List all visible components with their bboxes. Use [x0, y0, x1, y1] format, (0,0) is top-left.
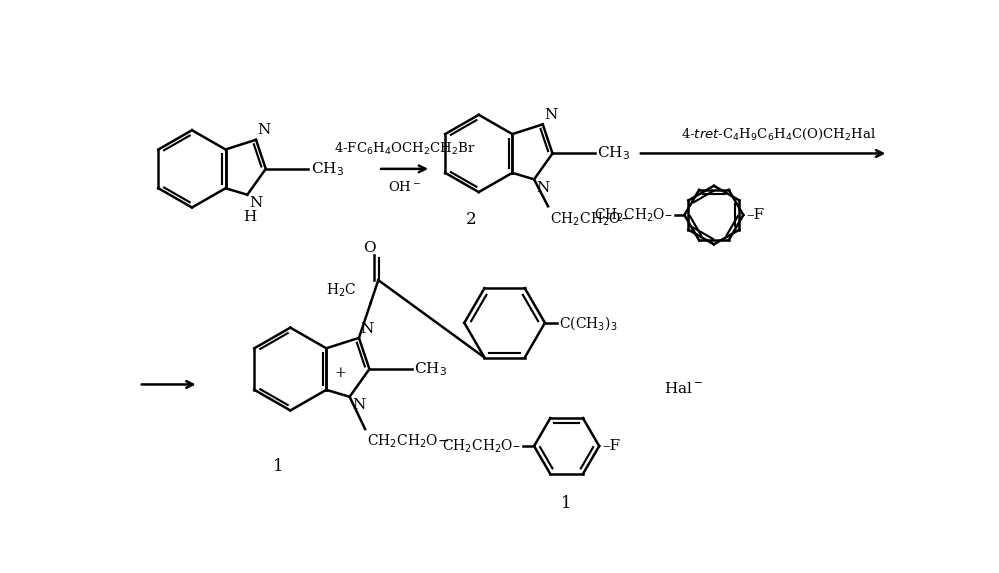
Text: CH$_2$CH$_2$O–: CH$_2$CH$_2$O– — [594, 206, 672, 224]
Text: 1: 1 — [561, 495, 572, 512]
Text: 2: 2 — [466, 211, 477, 228]
Text: N: N — [361, 321, 374, 336]
Text: N: N — [352, 398, 366, 413]
Text: CH$_2$CH$_2$O$-$: CH$_2$CH$_2$O$-$ — [367, 433, 450, 450]
Text: N: N — [544, 108, 557, 122]
Text: CH$_3$: CH$_3$ — [597, 144, 630, 162]
Text: –F: –F — [602, 439, 620, 453]
Text: CH$_3$: CH$_3$ — [415, 360, 448, 378]
Text: H$_2$C: H$_2$C — [326, 282, 357, 299]
Text: N: N — [250, 197, 263, 210]
Text: O: O — [363, 241, 376, 255]
Text: CH$_2$CH$_2$O$-$: CH$_2$CH$_2$O$-$ — [550, 210, 632, 227]
Text: OH$^-$: OH$^-$ — [388, 180, 422, 194]
Text: +: + — [335, 366, 346, 380]
Text: H: H — [243, 210, 257, 224]
Text: 1: 1 — [274, 458, 284, 474]
Text: CH$_2$CH$_2$O–: CH$_2$CH$_2$O– — [443, 437, 520, 455]
Text: N: N — [536, 181, 549, 195]
Text: Hal$^-$: Hal$^-$ — [663, 381, 702, 396]
Text: –F: –F — [746, 208, 764, 222]
Text: C(CH$_3$)$_3$: C(CH$_3$)$_3$ — [558, 314, 617, 332]
Text: CH$_3$: CH$_3$ — [311, 160, 344, 178]
Text: 4-$\mathit{tret}$-C$_4$H$_9$C$_6$H$_4$C(O)CH$_2$Hal: 4-$\mathit{tret}$-C$_4$H$_9$C$_6$H$_4$C(… — [681, 127, 876, 142]
Text: N: N — [258, 123, 271, 138]
Text: 4-FC$_6$H$_4$OCH$_2$CH$_2$Br: 4-FC$_6$H$_4$OCH$_2$CH$_2$Br — [334, 141, 476, 158]
